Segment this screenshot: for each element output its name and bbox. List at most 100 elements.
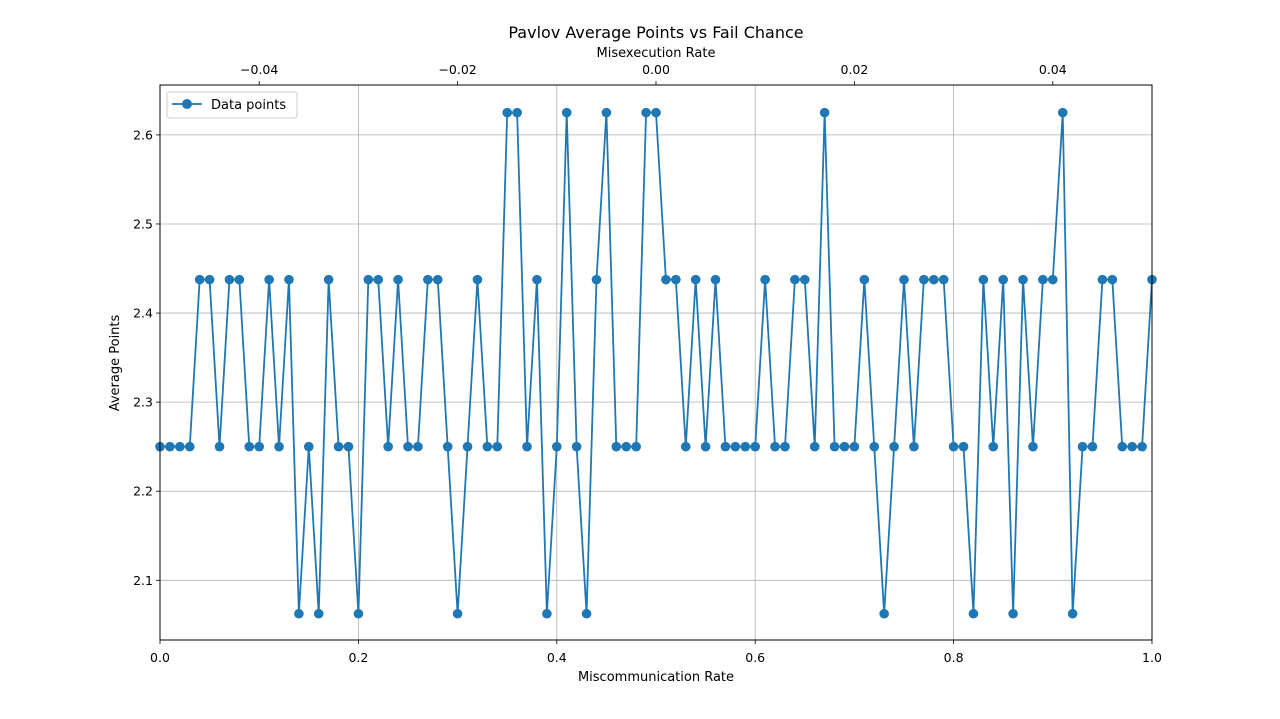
data-point: [790, 274, 800, 285]
data-point: [1117, 441, 1128, 452]
legend-label: Data points: [211, 98, 286, 113]
legend-marker-swatch: [182, 99, 192, 109]
data-point: [988, 441, 999, 452]
y-tick-label: 2.5: [133, 216, 153, 231]
data-point: [750, 441, 760, 452]
x-tick-label: 0.2: [348, 650, 368, 665]
data-point: [1008, 608, 1018, 619]
y-tick-label: 2.1: [133, 573, 153, 588]
data-point: [343, 441, 354, 452]
data-point: [224, 274, 235, 285]
data-point: [571, 441, 582, 452]
data-point: [849, 441, 860, 452]
x-tick-label: 0.6: [745, 650, 765, 665]
data-point: [482, 441, 493, 452]
data-point: [1097, 274, 1108, 285]
legend: Data points: [166, 91, 298, 119]
data-point: [452, 608, 463, 619]
y-tick-label: 2.4: [133, 306, 153, 321]
data-point: [899, 274, 909, 285]
data-point: [710, 274, 721, 285]
data-point: [393, 274, 403, 285]
plot-frame: [159, 84, 1153, 641]
data-point: [254, 441, 264, 452]
data-point: [671, 274, 681, 285]
x-tick-label: 0.0: [150, 650, 170, 665]
data-point: [581, 608, 592, 619]
x-tick-label: 1.0: [1142, 650, 1162, 665]
data-point: [859, 274, 870, 285]
data-point: [294, 608, 304, 619]
chart-title: Pavlov Average Points vs Fail Chance: [508, 23, 803, 42]
data-point: [829, 441, 840, 452]
top-x-tick-label: −0.02: [438, 62, 476, 77]
data-point: [363, 274, 374, 285]
data-point: [214, 441, 225, 452]
x-tick-label: 0.8: [944, 650, 964, 665]
plot-series: [155, 107, 1157, 619]
data-point: [938, 274, 949, 285]
data-point: [1127, 441, 1137, 452]
top-x-tick-label: 0.02: [840, 62, 868, 77]
data-point: [512, 107, 522, 118]
y-tick-label: 2.6: [133, 127, 153, 142]
x-axis-label: Miscommunication Rate: [578, 670, 734, 685]
data-point: [304, 441, 314, 452]
data-point: [462, 441, 473, 452]
data-point: [522, 441, 532, 452]
data-point: [879, 608, 889, 619]
data-point: [165, 441, 175, 452]
data-point: [204, 274, 215, 285]
data-point: [760, 274, 770, 285]
top-x-tick-label: 0.04: [1039, 62, 1067, 77]
data-point: [1137, 441, 1147, 452]
data-point: [839, 441, 850, 452]
data-point: [1028, 441, 1038, 452]
data-point: [472, 274, 483, 285]
data-point: [323, 274, 334, 285]
data-point: [1018, 274, 1028, 285]
data-point: [780, 441, 790, 452]
data-point: [948, 441, 959, 452]
data-point: [383, 441, 393, 452]
data-point: [1067, 608, 1078, 619]
data-point: [641, 107, 651, 118]
top-x-tick-label: 0.00: [642, 62, 670, 77]
data-point: [1048, 274, 1058, 285]
data-point: [601, 107, 612, 118]
data-point: [532, 274, 542, 285]
data-point: [1087, 441, 1098, 452]
data-point: [1107, 274, 1118, 285]
data-point: [413, 441, 423, 452]
data-point: [194, 274, 205, 285]
data-point: [284, 274, 294, 285]
data-point: [968, 608, 979, 619]
data-point: [502, 107, 512, 118]
data-point: [1057, 107, 1068, 118]
data-point: [353, 608, 364, 619]
axes: 0.0 0.2 0.4 0.6 0.8 1.0 2.1 2.2 2.3 2.4 2.5 2.6 −0.0…: [133, 62, 1162, 665]
data-point: [1077, 441, 1088, 452]
legend-box: [166, 91, 298, 119]
data-point: [313, 608, 324, 619]
data-point: [740, 441, 751, 452]
y-tick-label: 2.3: [133, 395, 153, 410]
data-point: [720, 441, 731, 452]
data-point: [333, 441, 344, 452]
data-point: [1038, 274, 1048, 285]
data-point: [998, 274, 1008, 285]
data-point: [403, 441, 413, 452]
data-point: [919, 274, 929, 285]
y-axis-label: Average Points: [108, 314, 123, 411]
data-point: [661, 274, 671, 285]
data-point: [552, 441, 562, 452]
data-point: [889, 441, 899, 452]
data-point: [234, 274, 245, 285]
data-point: [730, 441, 741, 452]
data-point: [770, 441, 780, 452]
data-point: [928, 274, 939, 285]
data-point: [561, 107, 572, 118]
data-point: [800, 274, 810, 285]
